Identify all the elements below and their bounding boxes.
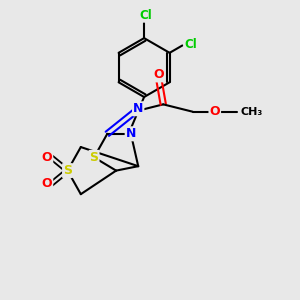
Text: O: O <box>154 68 164 81</box>
Text: Cl: Cl <box>184 38 197 50</box>
Text: O: O <box>42 177 52 190</box>
Text: S: S <box>90 151 99 164</box>
Text: O: O <box>209 105 220 118</box>
Text: O: O <box>42 151 52 164</box>
Text: CH₃: CH₃ <box>240 107 262 117</box>
Text: N: N <box>133 102 143 115</box>
Text: N: N <box>126 127 136 140</box>
Text: S: S <box>63 164 72 177</box>
Text: Cl: Cl <box>139 9 152 22</box>
